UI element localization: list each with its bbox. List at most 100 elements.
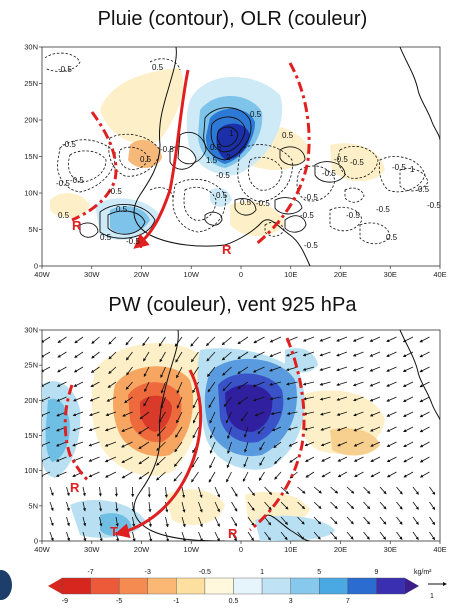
- panel1-x-tick-label: 30E: [384, 270, 397, 279]
- wind-vector: [370, 456, 381, 462]
- wind-vector: [143, 396, 150, 407]
- colorbar-top-label: 9: [374, 569, 378, 576]
- wind-vector: [370, 441, 381, 447]
- wind-vector: [74, 336, 84, 344]
- wind-vector: [66, 531, 71, 541]
- wind-vector: [403, 441, 414, 448]
- wind-vector: [280, 516, 289, 525]
- wind-vector: [237, 396, 249, 405]
- colorbar-bottom-label: -1: [173, 598, 179, 605]
- wind-vector: [353, 426, 364, 432]
- wind-vector: [346, 516, 354, 525]
- wind-vector: [396, 486, 403, 495]
- contour-label: 0.5: [152, 63, 164, 72]
- wind-vector: [353, 441, 364, 447]
- wind-vector: [198, 531, 203, 541]
- wind-vector: [253, 351, 265, 358]
- wind-vector: [173, 471, 183, 482]
- wind-vector: [159, 351, 166, 363]
- colorbar-top-label: -7: [87, 569, 93, 576]
- wind-vector: [386, 336, 397, 342]
- wind-vector: [429, 486, 436, 496]
- wind-vector: [302, 366, 315, 371]
- annotation-r-east-1: R: [222, 242, 232, 257]
- wind-vector: [336, 381, 348, 386]
- institution-logo: [0, 570, 12, 600]
- contour-label: 1: [229, 129, 234, 138]
- wind-vector: [269, 351, 282, 358]
- panel1-x-tick-label: 20W: [134, 270, 150, 279]
- wind-vector: [386, 351, 397, 357]
- wind-vector: [269, 336, 282, 343]
- wind-vector: [302, 381, 315, 386]
- wind-vector: [125, 351, 133, 361]
- wind-vector: [336, 336, 348, 342]
- panel2-x-tick-label: 40W: [34, 545, 50, 554]
- contour-label: 0.5: [116, 205, 128, 214]
- wind-vector: [337, 471, 348, 478]
- coastline-2: [133, 330, 440, 541]
- wind-vector: [330, 516, 338, 525]
- chart1-title: Pluie (contour), OLR (couleur): [97, 8, 368, 30]
- wind-vector: [297, 501, 306, 510]
- colorbar-cell: [147, 577, 177, 595]
- wind-vector: [402, 351, 414, 358]
- wind-vector: [165, 531, 170, 541]
- wind-vector: [122, 411, 133, 417]
- wind-vector: [115, 501, 119, 512]
- wind-vector: [419, 456, 430, 463]
- wind-vector: [240, 411, 249, 422]
- colorbar-bottom-label: 7: [346, 598, 350, 605]
- wind-vector: [237, 351, 249, 360]
- wind-vector: [176, 381, 183, 394]
- wind-vector: [191, 456, 199, 468]
- wind-vector: [258, 471, 265, 481]
- wind-vector: [419, 441, 430, 448]
- wind-vector: [106, 396, 117, 402]
- wind-vector: [56, 396, 67, 402]
- colorbar: -7 -3 -0.5 1 5 9 -9 -5 -1 0.5 3 7 kg/m² 1: [48, 569, 447, 605]
- wind-vector: [175, 351, 183, 363]
- wind-vector: [225, 411, 232, 424]
- wind-vector: [247, 501, 255, 511]
- contour-label: -0.5: [126, 237, 140, 246]
- wind-vector: [104, 441, 117, 447]
- wind-vector: [181, 516, 186, 528]
- panel2-y-tick-label: 10N: [24, 466, 38, 475]
- wind-vector: [264, 516, 272, 526]
- wind-vector: [105, 471, 117, 478]
- contour-label: 1.5: [206, 156, 218, 165]
- colorbar-cell: [233, 577, 263, 595]
- wind-vector: [164, 486, 168, 498]
- wind-vector: [337, 441, 348, 447]
- wind-vector: [192, 411, 199, 424]
- wind-vector: [369, 411, 381, 417]
- wind-vector: [138, 456, 150, 465]
- wind-vector: [369, 351, 381, 357]
- wind-vector: [57, 366, 67, 373]
- wind-vector: [252, 366, 265, 373]
- wind-vector: [270, 411, 282, 416]
- wind-vector: [269, 381, 282, 386]
- wind-vector: [231, 486, 238, 497]
- contour-label: -0.5: [300, 211, 314, 220]
- contour-label: -0.5: [334, 155, 348, 164]
- wind-vector: [108, 366, 117, 374]
- wind-vector: [247, 516, 255, 526]
- wind-vector: [98, 486, 102, 497]
- panel2-y-tick-label: 5N: [28, 501, 38, 510]
- panel1-y-tick-label: 0: [34, 262, 38, 271]
- wind-vector: [74, 351, 84, 358]
- contour-label: -0.5: [160, 145, 174, 154]
- wind-vector: [214, 516, 220, 527]
- wind-vector: [369, 336, 381, 342]
- colorbar-cell: [176, 577, 206, 595]
- panel2-y-tick-label: 25N: [24, 361, 38, 370]
- wind-vector: [208, 396, 216, 409]
- wind-vector: [403, 456, 414, 463]
- wind-vector: [158, 411, 166, 423]
- colorbar-top-label: -3: [145, 569, 151, 576]
- wind-vectors: [42, 336, 436, 541]
- colorbar-cell: [204, 577, 234, 595]
- wind-vector: [206, 366, 216, 377]
